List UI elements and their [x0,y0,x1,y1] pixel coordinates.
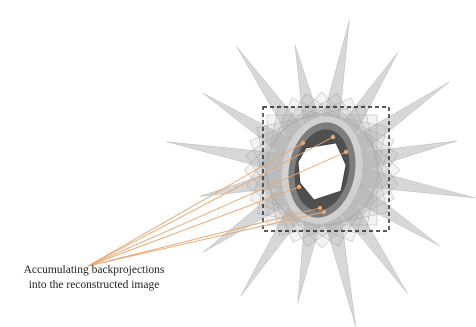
caption-line-1: Accumulating backprojections [23,264,165,276]
pointer-line [87,186,300,267]
backprojection-spikes [166,20,475,327]
pointer-dot [321,209,327,215]
spike-hatch [202,93,297,159]
caption: Accumulating backprojections into the re… [0,263,188,293]
caption-line-2: into the reconstructed image [28,279,160,291]
spike-hatch [297,204,325,303]
reconstruction-frame [262,106,390,232]
pointer-line [87,142,304,267]
pointer-lines [87,134,349,267]
pointer-line [87,207,321,267]
pointer-dot [300,140,306,146]
spike-hatch [347,181,440,246]
pointer-line [87,151,347,267]
spike-hatch [202,183,298,253]
spike-hatch [166,141,288,173]
spike-hatch [333,52,398,145]
spike-hatch [346,81,450,157]
pointer-dot [317,205,323,211]
spike-hatch [294,44,324,137]
pointer-dot [330,134,336,140]
pointer-dot [296,184,302,190]
spike-hatch [320,203,356,327]
pointer-dot [343,149,349,155]
spike-hatch [355,140,457,172]
pointer-line [87,136,334,267]
spike-hatch [240,195,311,297]
pointer-line [87,211,325,267]
spike-hatch [356,167,475,198]
